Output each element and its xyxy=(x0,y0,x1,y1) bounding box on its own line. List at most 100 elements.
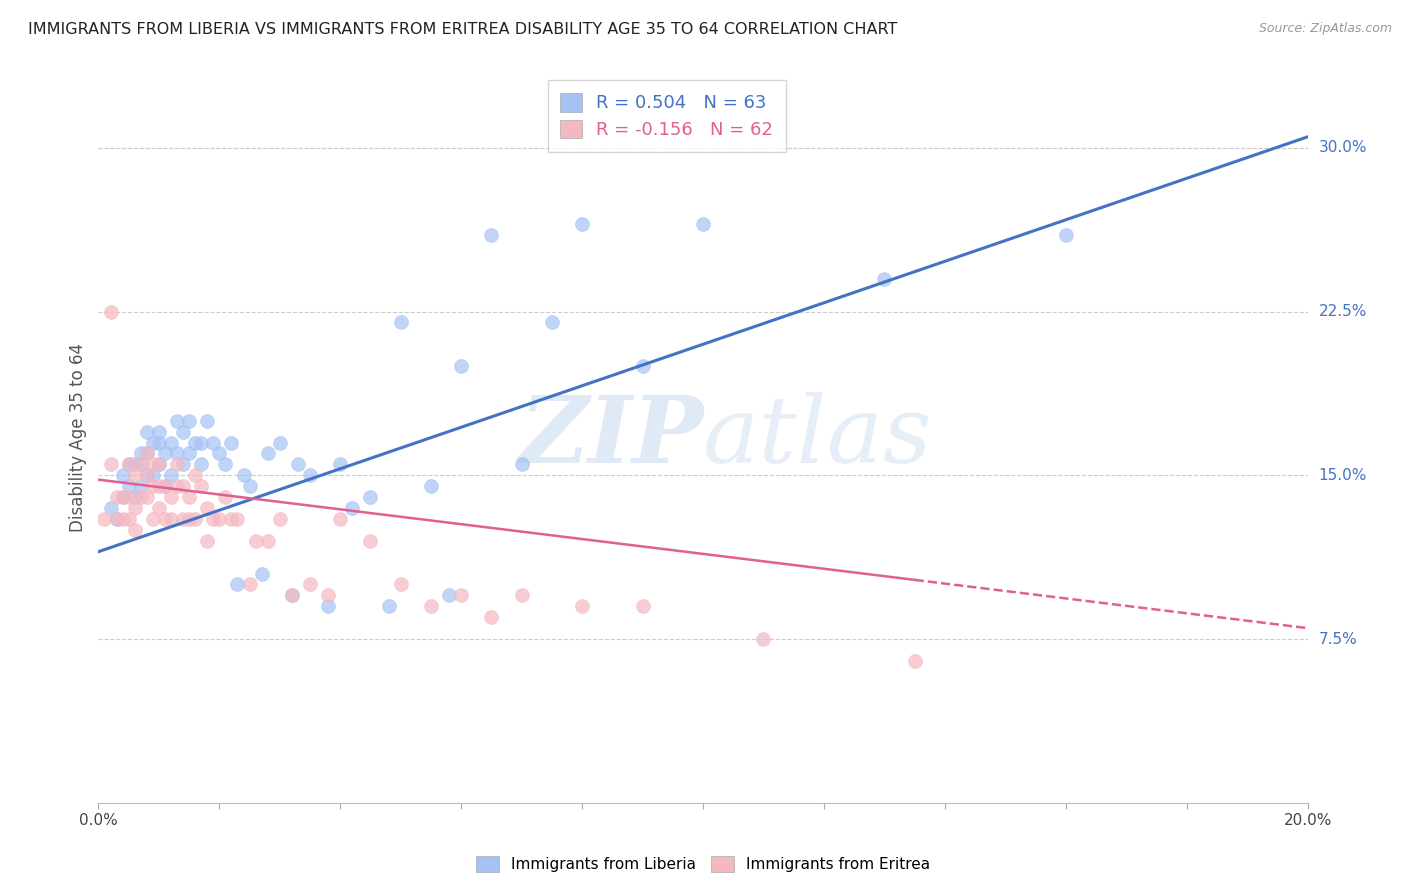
Point xyxy=(129,479,152,493)
Text: 30.0%: 30.0% xyxy=(1319,140,1367,155)
Point xyxy=(904,654,927,668)
Point xyxy=(202,435,225,450)
Point xyxy=(256,446,278,460)
Point xyxy=(179,446,201,460)
Point xyxy=(1054,228,1077,243)
Point xyxy=(540,315,562,329)
Point xyxy=(420,479,443,493)
Point xyxy=(184,468,207,483)
Point xyxy=(153,512,176,526)
Point xyxy=(111,512,134,526)
Point xyxy=(153,479,176,493)
Text: 22.5%: 22.5% xyxy=(1319,304,1367,319)
Point xyxy=(316,599,339,614)
Point xyxy=(124,468,146,483)
Text: ZIP: ZIP xyxy=(519,392,703,482)
Point xyxy=(202,512,225,526)
Point xyxy=(118,458,141,472)
Text: 7.5%: 7.5% xyxy=(1319,632,1357,647)
Point xyxy=(148,435,170,450)
Point xyxy=(208,512,231,526)
Point xyxy=(148,479,170,493)
Point xyxy=(250,566,273,581)
Point xyxy=(377,599,399,614)
Point xyxy=(360,533,382,548)
Legend: R = 0.504   N = 63, R = -0.156   N = 62: R = 0.504 N = 63, R = -0.156 N = 62 xyxy=(547,80,786,152)
Point xyxy=(269,435,291,450)
Point xyxy=(153,479,176,493)
Point xyxy=(245,533,267,548)
Point xyxy=(148,458,170,472)
Point xyxy=(631,599,654,614)
Point xyxy=(232,468,254,483)
Point xyxy=(142,458,165,472)
Point xyxy=(118,490,141,504)
Point xyxy=(93,512,115,526)
Point xyxy=(299,577,322,591)
Point xyxy=(129,458,152,472)
Point xyxy=(342,501,364,516)
Point xyxy=(135,490,157,504)
Point xyxy=(329,458,352,472)
Point xyxy=(329,512,352,526)
Point xyxy=(226,512,249,526)
Point xyxy=(105,490,128,504)
Legend: Immigrants from Liberia, Immigrants from Eritrea: Immigrants from Liberia, Immigrants from… xyxy=(468,848,938,880)
Point xyxy=(160,512,183,526)
Point xyxy=(179,414,201,428)
Point xyxy=(184,435,207,450)
Point xyxy=(190,479,212,493)
Point xyxy=(148,458,170,472)
Point xyxy=(129,490,152,504)
Point xyxy=(118,512,141,526)
Point xyxy=(571,217,593,231)
Point xyxy=(135,468,157,483)
Text: 15.0%: 15.0% xyxy=(1319,467,1367,483)
Point xyxy=(166,414,188,428)
Point xyxy=(208,446,231,460)
Point xyxy=(105,512,128,526)
Point xyxy=(239,479,262,493)
Point xyxy=(135,468,157,483)
Point xyxy=(100,304,122,318)
Point xyxy=(510,588,533,602)
Point xyxy=(135,446,157,460)
Point xyxy=(135,446,157,460)
Point xyxy=(256,533,278,548)
Point xyxy=(100,501,122,516)
Point xyxy=(124,501,146,516)
Y-axis label: Disability Age 35 to 64: Disability Age 35 to 64 xyxy=(69,343,87,532)
Point xyxy=(105,512,128,526)
Point xyxy=(142,512,165,526)
Point xyxy=(172,512,194,526)
Point xyxy=(124,458,146,472)
Point xyxy=(214,458,236,472)
Point xyxy=(389,315,412,329)
Point xyxy=(148,501,170,516)
Point xyxy=(450,588,472,602)
Point xyxy=(166,446,188,460)
Point xyxy=(281,588,304,602)
Text: atlas: atlas xyxy=(703,392,932,482)
Point xyxy=(692,217,714,231)
Point xyxy=(226,577,249,591)
Point xyxy=(571,599,593,614)
Point xyxy=(190,435,212,450)
Point xyxy=(160,468,183,483)
Point xyxy=(153,446,176,460)
Point xyxy=(184,512,207,526)
Point xyxy=(118,479,141,493)
Point xyxy=(111,490,134,504)
Point xyxy=(316,588,339,602)
Point xyxy=(481,228,503,243)
Point xyxy=(450,359,472,373)
Point xyxy=(287,458,309,472)
Point xyxy=(142,479,165,493)
Point xyxy=(142,435,165,450)
Point xyxy=(135,425,157,439)
Point xyxy=(124,523,146,537)
Point xyxy=(389,577,412,591)
Point xyxy=(129,458,152,472)
Point xyxy=(195,533,218,548)
Point xyxy=(269,512,291,526)
